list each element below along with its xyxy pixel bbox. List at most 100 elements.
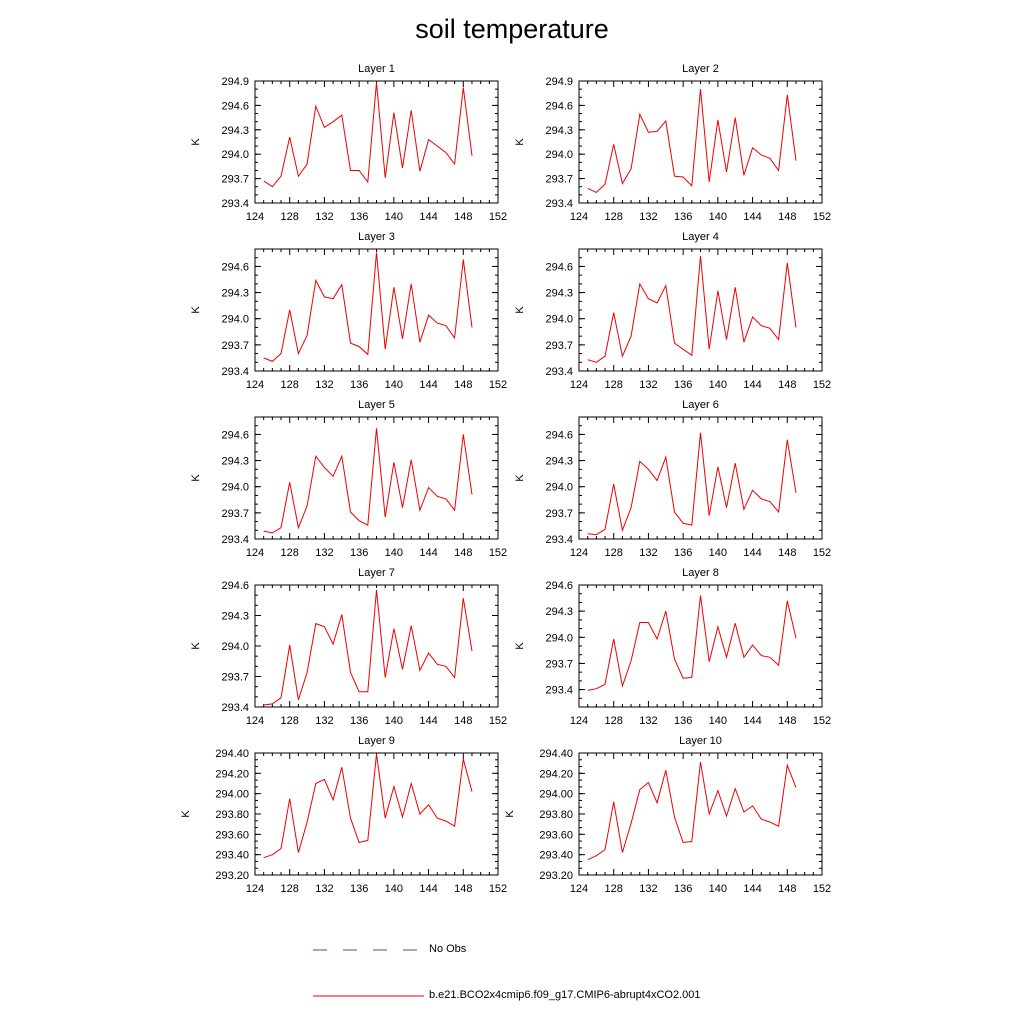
- x-tick-label: 140: [709, 379, 727, 391]
- y-tick-label: 293.7: [221, 672, 249, 684]
- y-tick-label: 294.6: [545, 261, 573, 273]
- y-tick-label: 294.0: [545, 632, 573, 644]
- x-tick-label: 136: [674, 379, 692, 391]
- x-tick-label: 136: [350, 547, 368, 559]
- x-tick-label: 140: [709, 547, 727, 559]
- y-tick-label: 293.7: [545, 174, 573, 186]
- y-tick-label: 293.4: [221, 534, 249, 546]
- x-tick-label: 132: [315, 883, 333, 895]
- plot-frame: [578, 80, 823, 204]
- chart-panel-layer-4: Layer 4 124 128 132 136 140 144 148 152 293.4 293.…: [514, 231, 831, 391]
- x-tick-label: 140: [385, 379, 403, 391]
- x-tick-label: 124: [570, 547, 588, 559]
- series-line: [263, 428, 473, 534]
- y-tick-label: 294.20: [539, 768, 573, 780]
- y-tick-label: 294.3: [221, 125, 249, 137]
- x-tick-label: 140: [385, 883, 403, 895]
- chart-panel-layer-2: Layer 2 124 128 132 136 140 144 148 152 293.4 293.…: [514, 63, 831, 223]
- x-tick-label: 128: [605, 379, 623, 391]
- y-tick-label: 294.40: [539, 748, 573, 760]
- x-tick-label: 140: [385, 715, 403, 727]
- y-tick-label: 293.60: [539, 829, 573, 841]
- x-tick-label: 136: [350, 883, 368, 895]
- x-tick-label: 124: [570, 379, 588, 391]
- x-tick-label: 148: [454, 715, 472, 727]
- x-tick-label: 128: [281, 715, 299, 727]
- x-tick-label: 132: [639, 211, 657, 223]
- x-tick-label: 152: [489, 547, 507, 559]
- y-tick-label: 294.9: [221, 76, 249, 88]
- x-tick-label: 144: [419, 211, 437, 223]
- y-axis-label: K: [190, 474, 202, 482]
- y-tick-label: 293.7: [221, 174, 249, 186]
- y-tick-label: 294.9: [545, 76, 573, 88]
- x-tick-label: 152: [489, 883, 507, 895]
- x-tick-label: 148: [454, 547, 472, 559]
- x-tick-label: 132: [639, 379, 657, 391]
- x-tick-label: 136: [674, 715, 692, 727]
- x-tick-label: 148: [454, 883, 472, 895]
- y-tick-label: 293.4: [221, 702, 249, 714]
- legend-obs-label: No Obs: [429, 943, 467, 955]
- y-axis-label: K: [190, 306, 202, 314]
- legend-model-label: b.e21.BCO2x4cmip6.f09_g17.CMIP6-abrupt4x…: [429, 989, 701, 1001]
- y-axis-label: K: [504, 810, 516, 818]
- x-tick-label: 132: [315, 211, 333, 223]
- y-tick-label: 294.3: [545, 125, 573, 137]
- y-tick-label: 294.0: [221, 314, 249, 326]
- series-line: [587, 762, 797, 861]
- y-axis-label: K: [180, 810, 192, 818]
- x-tick-label: 132: [315, 547, 333, 559]
- y-tick-label: 294.6: [545, 100, 573, 112]
- x-tick-label: 136: [674, 211, 692, 223]
- y-tick-label: 293.20: [539, 870, 573, 882]
- x-tick-label: 148: [778, 547, 796, 559]
- y-tick-label: 294.0: [545, 149, 573, 161]
- y-tick-label: 294.00: [215, 789, 249, 801]
- chart-panel-layer-10: Layer 10 124 128 132 136 140 144 148 152 293.20 29…: [504, 735, 831, 895]
- x-tick-label: 140: [709, 211, 727, 223]
- x-tick-label: 148: [454, 211, 472, 223]
- series-line: [587, 432, 797, 536]
- panel-title: Layer 2: [682, 63, 719, 75]
- x-tick-label: 124: [246, 211, 264, 223]
- y-tick-label: 294.0: [545, 482, 573, 494]
- x-tick-label: 124: [246, 715, 264, 727]
- y-tick-label: 294.0: [221, 482, 249, 494]
- y-tick-label: 294.00: [539, 789, 573, 801]
- y-tick-label: 293.7: [545, 658, 573, 670]
- chart-panel-layer-3: Layer 3 124 128 132 136 140 144 148 152 293.4 293.…: [190, 231, 507, 391]
- y-axis-label: K: [514, 474, 526, 482]
- y-tick-label: 294.3: [221, 611, 249, 623]
- x-tick-label: 128: [605, 715, 623, 727]
- x-tick-label: 128: [605, 547, 623, 559]
- series-line: [263, 590, 473, 706]
- series-line: [587, 595, 797, 691]
- y-tick-label: 294.6: [221, 261, 249, 273]
- panel-title: Layer 7: [358, 567, 395, 579]
- x-tick-label: 132: [639, 883, 657, 895]
- chart-panel-layer-1: Layer 1 124 128 132 136 140 144 148 152 293.4 293.…: [190, 63, 507, 223]
- y-tick-label: 294.6: [221, 429, 249, 441]
- y-axis-label: K: [190, 138, 202, 146]
- x-tick-label: 124: [246, 883, 264, 895]
- x-tick-label: 124: [246, 547, 264, 559]
- x-tick-label: 124: [570, 211, 588, 223]
- x-tick-label: 136: [350, 379, 368, 391]
- x-tick-label: 152: [489, 379, 507, 391]
- x-tick-label: 132: [315, 715, 333, 727]
- x-tick-label: 136: [674, 547, 692, 559]
- y-tick-label: 293.4: [545, 198, 573, 210]
- plot-frame: [254, 416, 499, 540]
- x-tick-label: 128: [281, 379, 299, 391]
- x-tick-label: 140: [709, 883, 727, 895]
- x-tick-label: 152: [813, 715, 831, 727]
- panel-title: Layer 4: [682, 231, 719, 243]
- chart-panel-layer-8: Layer 8 124 128 132 136 140 144 148 152 293.4 293.…: [514, 567, 831, 727]
- y-tick-label: 294.40: [215, 748, 249, 760]
- x-tick-label: 128: [605, 883, 623, 895]
- y-tick-label: 294.3: [545, 288, 573, 300]
- y-axis-label: K: [514, 138, 526, 146]
- series-line: [263, 252, 473, 362]
- chart-panel-layer-7: Layer 7 124 128 132 136 140 144 148 152 293.4 293.…: [190, 567, 507, 727]
